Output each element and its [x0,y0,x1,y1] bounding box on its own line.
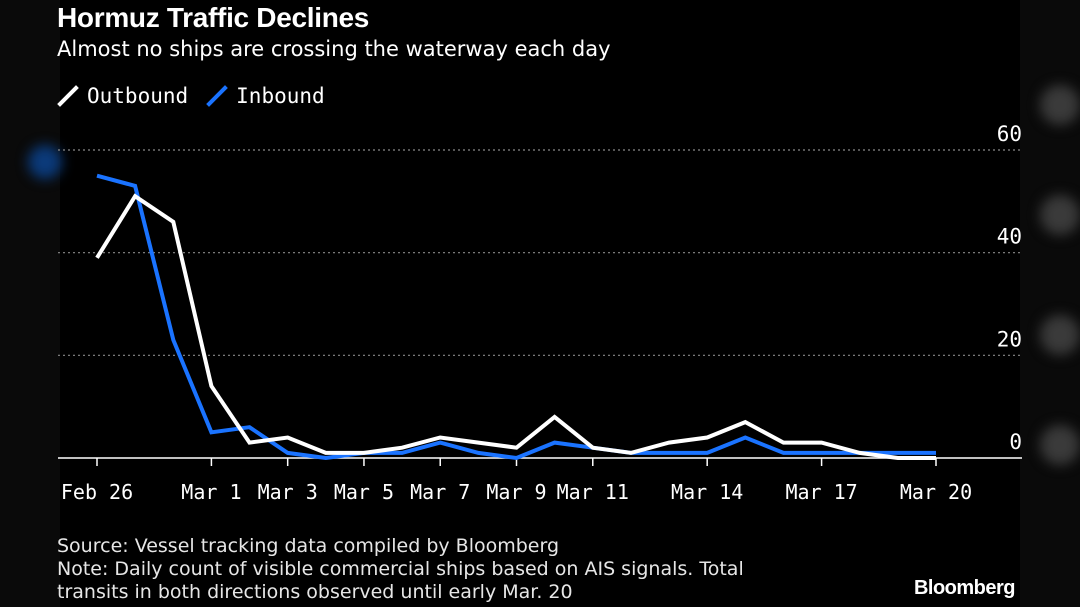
series-line-inbound [96,173,936,461]
x-tick-label: Mar 7 [410,480,470,504]
y-tick-label: 20 [997,327,1022,351]
background-blur-shape [1040,315,1080,355]
series-line-outbound [95,193,936,460]
x-tick-label: Mar 17 [785,480,857,504]
y-tick-label: 60 [997,122,1022,146]
y-tick-label: 40 [997,225,1022,249]
chart-subtitle: Almost no ships are crossing the waterwa… [57,37,611,61]
x-tick-label: Mar 9 [486,480,546,504]
background-blur-shape [1040,85,1080,125]
legend-item-outbound: Outbound [57,84,188,108]
note-text-line-2: transits in both directions observed unt… [57,581,573,603]
x-tick-label: Mar 1 [181,480,241,504]
x-tick-label: Mar 11 [557,480,629,504]
background-blur-shape [1040,425,1080,465]
x-tick-label: Mar 20 [900,480,972,504]
source-text: Source: Vessel tracking data compiled by… [57,535,560,557]
legend-label-inbound: Inbound [236,84,325,108]
background-blur-shape [28,145,62,179]
x-tick-label: Feb 26 [61,480,133,504]
legend-label-outbound: Outbound [87,84,189,108]
chart-footer: Source: Vessel tracking data compiled by… [57,535,744,604]
chart-legend: Outbound Inbound [57,84,343,108]
note-text-line-1: Note: Daily count of visible commercial … [57,558,744,580]
x-tick-label: Mar 5 [334,480,394,504]
legend-item-inbound: Inbound [206,84,325,108]
outbound-legend-swatch [57,85,79,107]
x-tick-label: Mar 3 [258,480,318,504]
background-blur-shape [1040,195,1080,235]
bloomberg-logo: Bloomberg [913,577,1016,599]
inbound-legend-swatch [206,85,228,107]
y-tick-label: 0 [1009,430,1022,454]
chart-title: Hormuz Traffic Declines [57,2,370,33]
left-background-edge [0,0,60,607]
x-tick-label: Mar 14 [671,480,743,504]
